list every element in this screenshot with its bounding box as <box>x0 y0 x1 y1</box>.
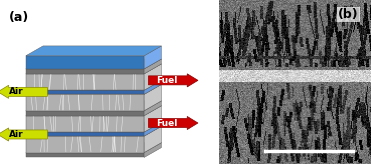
Polygon shape <box>26 116 144 132</box>
Text: Air: Air <box>9 130 23 139</box>
Polygon shape <box>144 143 161 157</box>
Polygon shape <box>26 94 144 111</box>
Polygon shape <box>144 46 161 69</box>
Text: Air: Air <box>9 87 23 96</box>
Polygon shape <box>144 64 161 90</box>
Polygon shape <box>26 64 161 74</box>
Polygon shape <box>26 153 144 157</box>
Polygon shape <box>26 69 144 74</box>
Polygon shape <box>26 74 144 90</box>
Polygon shape <box>26 101 161 111</box>
Polygon shape <box>26 59 161 69</box>
Polygon shape <box>144 126 161 153</box>
Polygon shape <box>26 46 161 56</box>
Polygon shape <box>144 59 161 74</box>
Polygon shape <box>144 122 161 136</box>
Polygon shape <box>144 84 161 111</box>
FancyArrow shape <box>148 74 198 87</box>
FancyArrow shape <box>148 116 198 130</box>
Polygon shape <box>26 84 161 94</box>
Polygon shape <box>144 106 161 132</box>
Polygon shape <box>26 80 161 90</box>
Polygon shape <box>26 143 161 153</box>
Polygon shape <box>26 111 144 116</box>
Polygon shape <box>26 132 144 136</box>
Polygon shape <box>26 126 161 136</box>
Polygon shape <box>26 56 144 69</box>
Polygon shape <box>26 136 144 153</box>
Text: (a): (a) <box>9 11 29 24</box>
Text: (b): (b) <box>338 8 359 21</box>
Text: Fuel: Fuel <box>156 76 177 85</box>
Polygon shape <box>144 80 161 94</box>
FancyArrow shape <box>0 85 47 98</box>
Polygon shape <box>26 90 144 94</box>
Polygon shape <box>144 101 161 116</box>
Polygon shape <box>26 122 161 132</box>
Text: Fuel: Fuel <box>156 119 177 127</box>
FancyArrow shape <box>0 128 47 141</box>
Polygon shape <box>26 106 161 116</box>
